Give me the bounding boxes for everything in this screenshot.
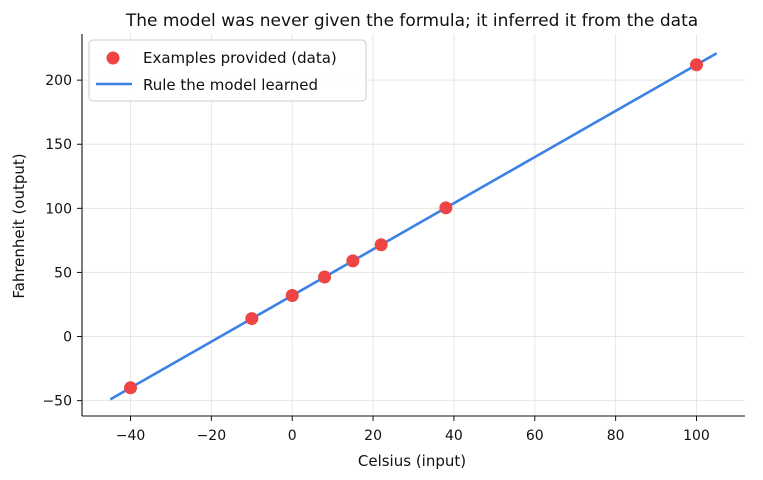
legend: Examples provided (data) Rule the model … (88, 39, 367, 102)
x-tick-label: −20 (197, 428, 227, 444)
x-tick-label: 80 (607, 428, 625, 444)
x-tick-label: 40 (445, 428, 463, 444)
plot-marks (109, 52, 718, 401)
y-tick-label: 0 (63, 330, 72, 346)
grid (82, 34, 745, 416)
x-tick-label: 0 (288, 428, 297, 444)
y-tick-label: −50 (42, 394, 72, 410)
x-axis-label: Celsius (input) (358, 452, 466, 470)
legend-box (88, 39, 367, 102)
data-point (374, 238, 388, 252)
y-tick-label: 50 (54, 265, 72, 281)
data-point (439, 201, 453, 215)
data-point (285, 289, 299, 303)
y-tick-label: 200 (45, 73, 72, 89)
chart-title: The model was never given the formula; i… (125, 11, 698, 31)
legend-label-rule: Rule the model learned (143, 76, 318, 94)
data-point (689, 58, 703, 72)
axes: −40 −20 0 20 40 60 80 100 −50 0 50 100 150 200 (42, 34, 745, 444)
x-tick-label: −40 (116, 428, 146, 444)
x-tick-label: 20 (364, 428, 382, 444)
data-point (245, 312, 259, 326)
y-tick-label: 100 (45, 201, 72, 217)
series-line-rule (109, 52, 718, 401)
legend-label-data: Examples provided (data) (143, 49, 337, 67)
y-tick-label: 150 (45, 137, 72, 153)
x-tick-label: 100 (683, 428, 710, 444)
x-tick-label: 60 (526, 428, 544, 444)
y-axis-label: Fahrenheit (output) (10, 153, 28, 298)
data-point (318, 270, 332, 284)
legend-marker-data (106, 51, 120, 65)
data-point (124, 381, 138, 395)
data-point (346, 254, 360, 268)
